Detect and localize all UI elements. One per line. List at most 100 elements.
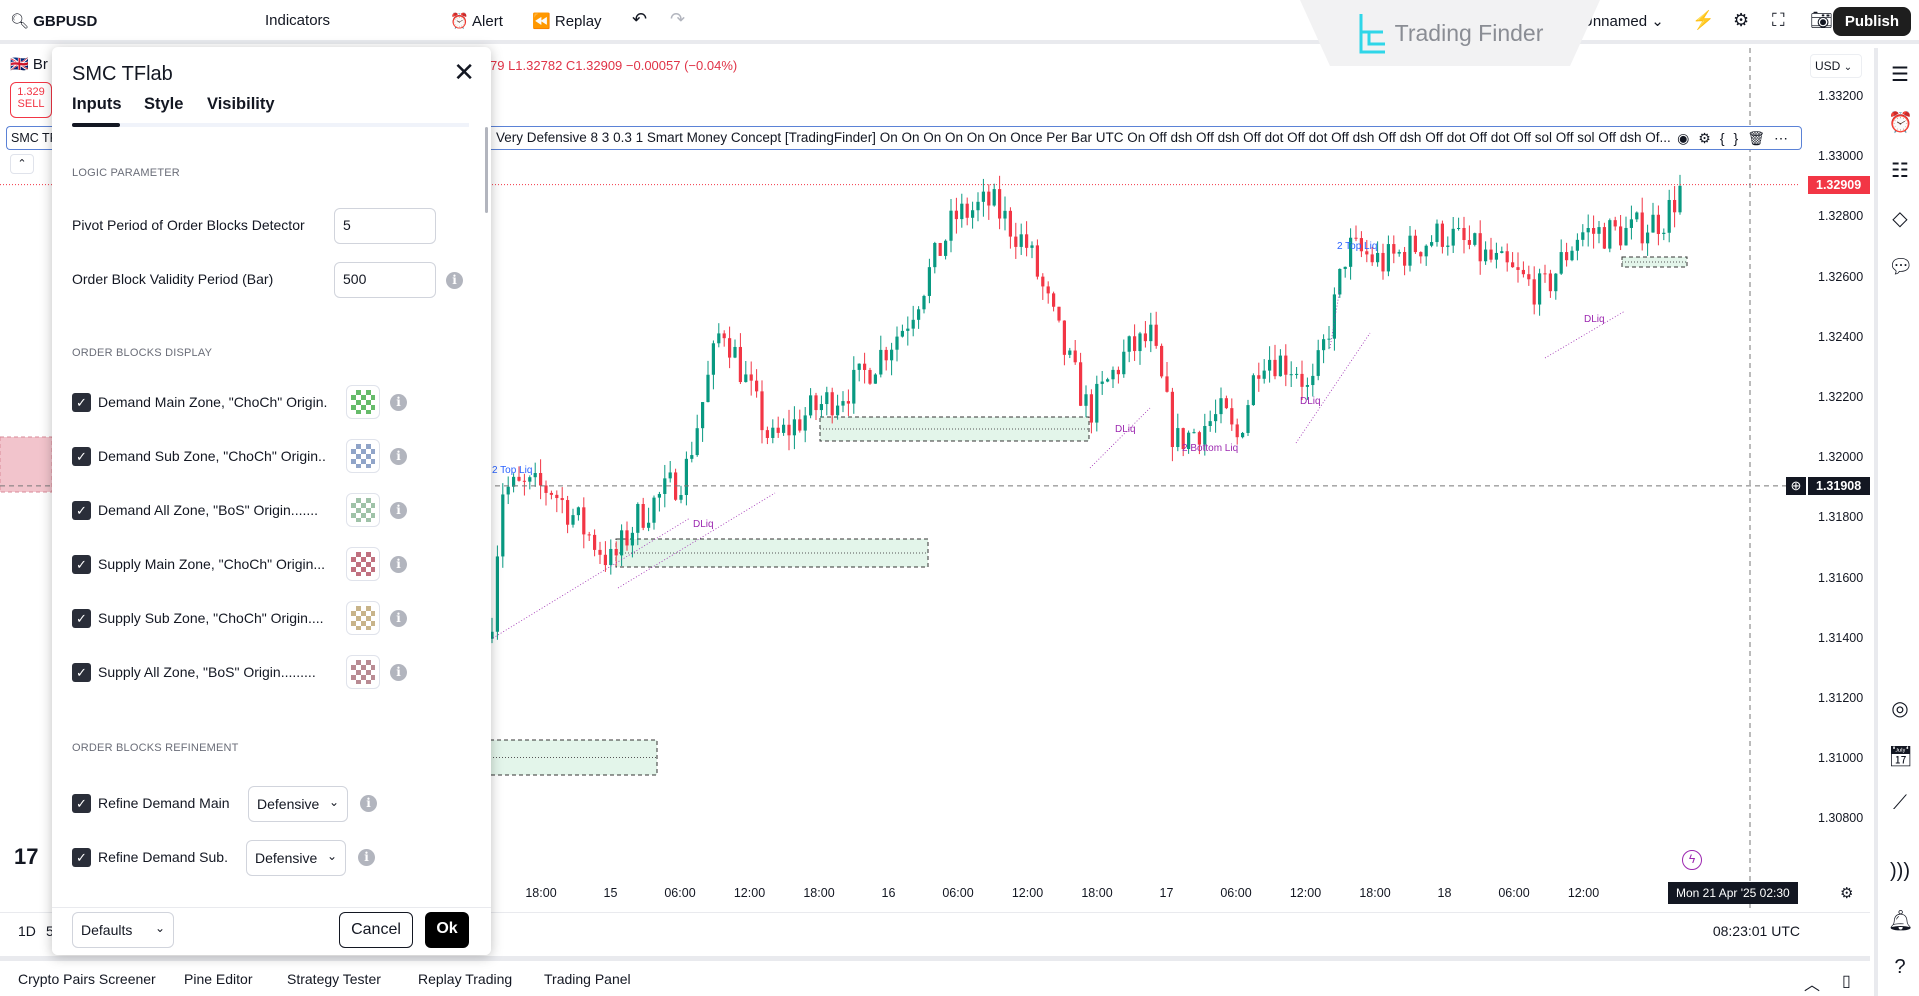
symbol-search-button[interactable]: 🔍︎ GBPUSD [10,13,98,30]
chart-area[interactable]: 2 Top Liq DLiq DLiq 2 Bottom Liq DLiq 2 Top L… [0,48,1870,910]
tab-style[interactable]: Style [144,95,184,113]
refine-checkbox[interactable]: ✓ [72,794,91,813]
strategy-icon[interactable]: ⟋ [1893,792,1907,814]
fullscreen-icon[interactable]: ⛶ [1772,10,1785,30]
price-chart[interactable]: 2 Top Liq DLiq DLiq 2 Bottom Liq DLiq 2 Top L… [0,48,1800,910]
utc-clock[interactable]: 08:23:01 UTC [1712,923,1800,939]
candle-body [1262,370,1266,379]
notifications-bell-icon[interactable]: 🔔︎ [1888,910,1914,932]
info-icon[interactable]: i [360,795,377,812]
indicators-button[interactable]: Indicators [265,12,331,29]
info-icon[interactable]: i [446,272,463,289]
help-icon[interactable]: ? [1894,956,1906,978]
maximize-panel-icon[interactable]: ▯ [1842,973,1851,990]
currency-select[interactable]: USD ⌄ [1810,54,1862,78]
source-code-icon[interactable]: {} [1719,130,1748,146]
info-icon[interactable]: i [390,556,407,573]
redo-icon[interactable]: ↷ [670,9,686,29]
tab-replay-trading[interactable]: Replay Trading [418,971,513,987]
zone-checkbox[interactable]: ✓ [72,663,91,682]
candle-body [890,349,894,361]
candle-body [1257,375,1261,379]
eye-icon[interactable]: ◉ [1677,130,1699,146]
zone-checkbox[interactable]: ✓ [72,393,91,412]
alarm-clock-icon[interactable]: ⏰ [1888,112,1913,134]
zone-checkbox[interactable]: ✓ [72,609,91,628]
scrollbar[interactable] [485,127,488,213]
alert-button[interactable]: ⏰ Alert [450,13,503,30]
zone-color-swatch[interactable] [346,493,380,527]
tab-visibility[interactable]: Visibility [207,95,275,113]
zone-color-swatch[interactable] [346,439,380,473]
zone-checkbox[interactable]: ✓ [72,555,91,574]
time-tick: 18:00 [803,886,835,900]
info-icon[interactable]: i [358,849,375,866]
zone-color-swatch[interactable] [346,385,380,419]
tab-trading-panel[interactable]: Trading Panel [544,971,631,987]
publish-button[interactable]: Publish [1832,7,1911,36]
collapse-panel-icon[interactable]: ︿ [1804,977,1821,994]
interval-1d[interactable]: 1D [18,923,36,939]
candle-body [895,336,899,350]
zone-checkbox[interactable]: ✓ [72,501,91,520]
indicator-legend-short[interactable]: SMC TF [6,126,54,150]
layers-icon[interactable]: ◇ [1892,208,1908,230]
watchlist-icon[interactable]: ☰ [1891,64,1909,86]
validity-period-input[interactable]: 500 [334,262,436,298]
price-tick: 1.33200 [1818,89,1864,103]
layout-name-button[interactable]: Unnamed ⌄ [1582,13,1664,30]
settings-icon[interactable]: ⚙ [1698,130,1720,146]
refine-mode-dropdown[interactable]: Defensive ⌄ [248,786,348,822]
info-icon[interactable]: i [390,664,407,681]
axis-settings-icon[interactable]: ⚙ [1840,885,1854,902]
last-price-label: 1.32909 [1808,175,1870,194]
zone-color-swatch[interactable] [346,601,380,635]
info-icon[interactable]: i [390,610,407,627]
price-axis[interactable]: USD ⌄ 1.33200 1.33000 1.32800 1.32600 1.3240… [1786,48,1872,910]
candle-body [1192,432,1196,434]
undo-icon[interactable]: ↶ [632,9,648,29]
candle-body [755,380,759,392]
collapse-legend-button[interactable]: ⌃ [10,154,34,174]
zone-color-swatch[interactable] [346,547,380,581]
zone-color-swatch[interactable] [346,655,380,689]
defaults-dropdown[interactable]: Defaults ⌄ [72,912,174,948]
info-icon[interactable]: i [390,502,407,519]
camera-icon[interactable]: 📷︎ [1810,10,1833,30]
candle-body [711,343,715,375]
target-icon[interactable]: ◎ [1891,698,1909,720]
replay-button[interactable]: ⏪ Replay [532,13,602,30]
candle-body [555,494,559,499]
ok-button[interactable]: Ok [425,912,469,948]
signal-icon[interactable]: ))) [1890,860,1910,882]
close-icon[interactable]: ✕ [453,57,475,87]
refine-mode-dropdown[interactable]: Defensive ⌄ [246,840,346,876]
add-alert-plus-icon[interactable]: ⊕ [1786,476,1806,495]
chat-icon[interactable]: 💬︎ [1888,256,1914,278]
pivot-period-input[interactable]: 5 [334,208,436,244]
time-axis[interactable]: 18:00 15 06:00 12:00 18:00 16 06:00 12:00 18:00 1… [490,850,1853,908]
quick-search-icon[interactable]: ⚡ [1692,10,1715,30]
settings-icon[interactable]: ⚙ [1733,10,1750,30]
indicator-legend[interactable]: Very Defensive 8 3 0.3 1 Smart Money Con… [490,126,1802,150]
crosshair-price-label: 1.31908 [1808,476,1870,495]
candle-body [706,374,710,403]
candle-body [1570,250,1574,261]
object-tree-icon[interactable]: ☷ [1891,160,1909,182]
candle-body [836,405,840,416]
cancel-button[interactable]: Cancel [339,912,413,948]
info-icon[interactable]: i [390,448,407,465]
calendar-icon[interactable]: 📅︎ [1888,746,1914,768]
tab-inputs[interactable]: Inputs [72,95,122,113]
tab-crypto-pairs-screener[interactable]: Crypto Pairs Screener [18,971,156,987]
zone-checkbox[interactable]: ✓ [72,447,91,466]
tab-strategy-tester[interactable]: Strategy Tester [287,971,381,987]
sell-button[interactable]: 1.329 SELL [10,82,52,118]
tab-pine-editor[interactable]: Pine Editor [184,971,253,987]
info-icon[interactable]: i [390,394,407,411]
lightning-event-icon[interactable]: ϟ [1682,850,1702,870]
delete-icon[interactable]: 🗑︎ [1747,130,1774,146]
more-icon[interactable]: ⋯ [1774,130,1797,146]
refine-checkbox[interactable]: ✓ [72,848,91,867]
interval-5[interactable]: 5 [46,923,54,939]
